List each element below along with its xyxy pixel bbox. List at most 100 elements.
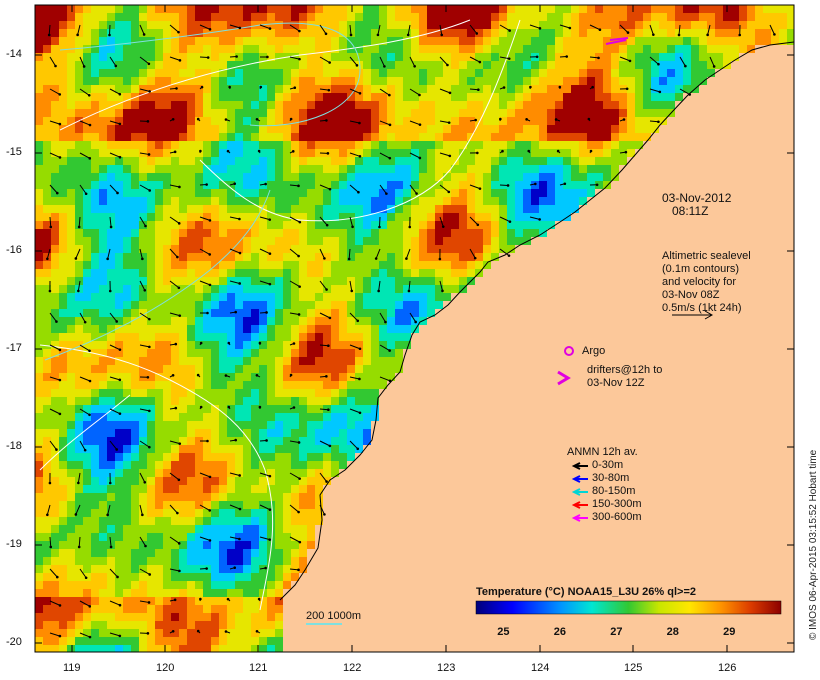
velocity-arrow-head	[58, 378, 62, 382]
velocity-arrow	[349, 376, 360, 380]
sst-cell	[451, 205, 459, 213]
velocity-arrow	[199, 56, 209, 59]
sst-cell	[331, 157, 339, 165]
sst-cell	[283, 309, 291, 317]
sst-cell	[147, 157, 155, 165]
sst-cell	[171, 189, 179, 197]
sst-cell	[403, 5, 411, 13]
sst-cell	[579, 149, 587, 157]
sst-cell	[499, 85, 507, 93]
sst-cell	[75, 101, 83, 109]
sst-cell	[67, 61, 75, 69]
sst-cell	[75, 525, 83, 533]
sst-cell	[171, 549, 179, 557]
sst-cell	[787, 37, 794, 45]
sst-cell	[451, 165, 459, 173]
sst-cell	[403, 213, 411, 221]
velocity-arrow	[79, 344, 90, 352]
sst-cell	[43, 293, 51, 301]
sst-cell	[99, 165, 107, 173]
sst-cell	[227, 517, 235, 525]
sst-cell	[683, 13, 691, 21]
sst-cell	[227, 125, 235, 133]
sst-cell	[219, 221, 227, 229]
sst-cell	[379, 93, 387, 101]
sst-cell	[115, 629, 123, 637]
sst-cell	[603, 21, 611, 29]
sst-cell	[755, 5, 763, 13]
sst-cell	[403, 69, 411, 77]
sst-cell	[91, 245, 99, 253]
sst-cell	[611, 125, 619, 133]
sst-cell	[35, 557, 43, 565]
sst-cell	[171, 69, 179, 77]
sst-cell	[259, 301, 267, 309]
velocity-arrow-head	[506, 184, 510, 187]
sst-cell	[531, 13, 539, 21]
sst-cell	[235, 189, 243, 197]
sst-cell	[267, 181, 275, 189]
sst-cell	[627, 37, 635, 45]
sst-cell	[155, 197, 163, 205]
velocity-arrow	[77, 24, 81, 35]
sst-cell	[67, 285, 75, 293]
sst-cell	[243, 453, 251, 461]
velocity-arrow-head	[388, 379, 392, 383]
sst-cell	[539, 93, 547, 101]
sst-cell	[163, 549, 171, 557]
sst-cell	[315, 309, 323, 317]
velocity-arrow-head	[238, 282, 241, 285]
sst-cell	[475, 45, 483, 53]
sst-cell	[283, 453, 291, 461]
sst-cell	[75, 189, 83, 197]
sst-cell	[115, 125, 123, 133]
sst-cell	[307, 397, 315, 405]
sst-cell	[107, 285, 115, 293]
sst-cell	[99, 333, 107, 341]
sst-cell	[379, 5, 387, 13]
sst-cell	[67, 277, 75, 285]
sst-cell	[203, 45, 211, 53]
sst-cell	[211, 397, 219, 405]
sst-cell	[235, 53, 243, 61]
sst-cell	[547, 213, 555, 221]
sst-cell	[163, 469, 171, 477]
sst-cell	[107, 549, 115, 557]
sst-cell	[83, 197, 91, 205]
sst-cell	[59, 565, 67, 573]
velocity-arrow	[619, 56, 631, 62]
sst-cell	[275, 13, 283, 21]
sst-cell	[51, 317, 59, 325]
sst-cell	[411, 149, 419, 157]
sst-cell	[323, 341, 331, 349]
sst-cell	[155, 413, 163, 421]
velocity-arrow-head	[376, 33, 380, 37]
sst-cell	[139, 109, 147, 117]
sst-cell	[91, 381, 99, 389]
sst-cell	[155, 29, 163, 37]
sst-cell	[83, 29, 91, 37]
sst-cell	[67, 453, 75, 461]
sst-cell	[371, 93, 379, 101]
sst-cell	[435, 197, 443, 205]
sst-cell	[155, 245, 163, 253]
sst-cell	[67, 157, 75, 165]
sst-cell	[571, 37, 579, 45]
velocity-arrow-head	[418, 93, 421, 97]
velocity-arrow	[79, 152, 90, 159]
sst-cell	[59, 333, 67, 341]
sst-cell	[147, 397, 155, 405]
sst-cell	[227, 541, 235, 549]
sst-cell	[43, 213, 51, 221]
sst-cell	[219, 541, 227, 549]
sst-cell	[355, 29, 363, 37]
sst-cell	[243, 325, 251, 333]
sst-cell	[203, 493, 211, 501]
sst-cell	[59, 549, 67, 557]
sst-cell	[451, 253, 459, 261]
velocity-arrow-head	[298, 29, 301, 33]
sst-cell	[171, 253, 179, 261]
sst-cell	[155, 397, 163, 405]
sst-cell	[67, 85, 75, 93]
sst-cell	[147, 317, 155, 325]
